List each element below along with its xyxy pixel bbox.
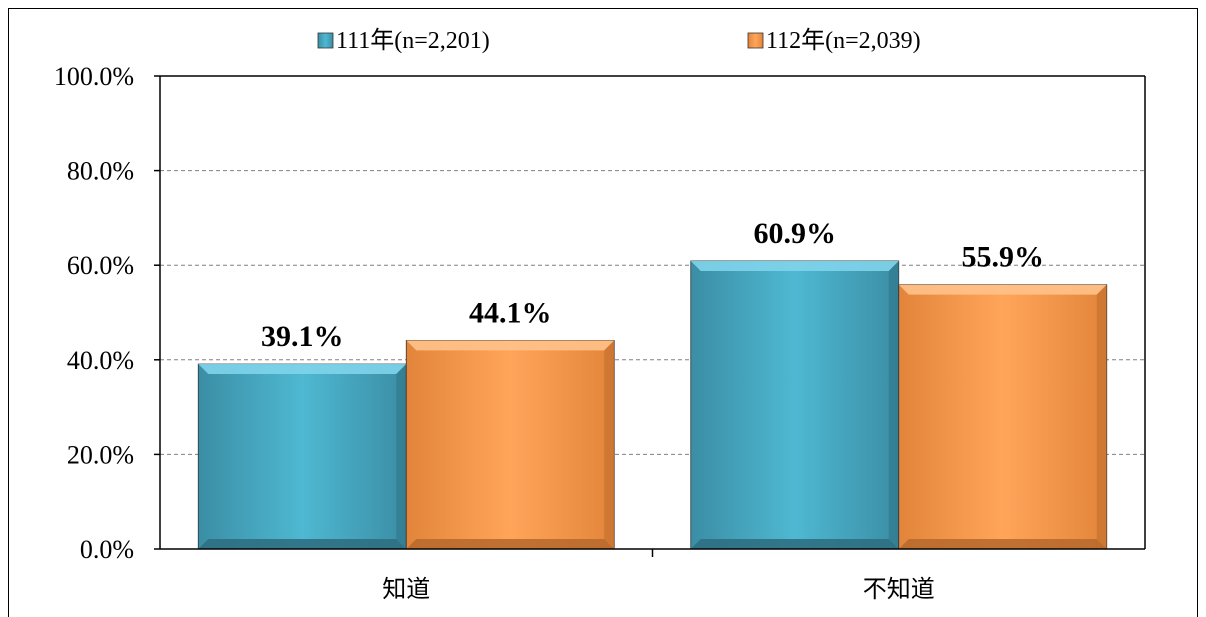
- bar: [898, 284, 1108, 550]
- bar-bevel-right: [1096, 284, 1107, 549]
- data-label: 44.1%: [469, 296, 552, 329]
- y-tick-label: 80.0%: [67, 157, 134, 186]
- bar-bevel-right: [888, 260, 899, 549]
- bar-bevel-top: [406, 340, 615, 351]
- y-tick-label: 0.0%: [80, 535, 134, 564]
- x-category-label: 知道: [382, 575, 430, 603]
- legend-swatch: [317, 32, 334, 49]
- legend-swatch: [747, 32, 764, 49]
- bar-bevel-top: [198, 364, 407, 375]
- legend-label: 112年(n=2,039): [766, 27, 921, 54]
- data-label: 60.9%: [754, 217, 837, 250]
- x-category-label: 不知道: [863, 575, 935, 603]
- y-tick-label: 20.0%: [67, 440, 134, 469]
- data-label: 39.1%: [261, 320, 344, 353]
- bar-bevel-top: [690, 260, 899, 271]
- legend-label: 111年(n=2,201): [336, 27, 490, 54]
- bars: [197, 260, 1108, 550]
- bar: [405, 340, 615, 550]
- legend-item: 111年(n=2,201): [317, 27, 490, 54]
- axes: 0.0% 20.0% 40.0% 60.0% 80.0% 100.0%: [54, 62, 1146, 564]
- legend: 111年(n=2,201) 112年(n=2,039): [317, 27, 921, 54]
- bar-body: [898, 284, 1108, 550]
- bar-bevel-right: [604, 340, 615, 549]
- data-label: 55.9%: [962, 241, 1045, 274]
- bar: [690, 260, 900, 550]
- y-tick-label: 100.0%: [54, 62, 134, 91]
- labels: 知道 39.1% 44.1% 不知道 60.9% 55.9%: [261, 217, 1044, 603]
- y-tick-label: 40.0%: [67, 346, 134, 375]
- bar-bevel-bottom: [406, 539, 615, 549]
- bar-bevel-bottom: [198, 539, 407, 549]
- bar-bevel-right: [396, 364, 407, 549]
- bar-body: [405, 340, 615, 550]
- legend-item: 112年(n=2,039): [747, 27, 921, 54]
- bar-body: [690, 260, 900, 550]
- bar-bevel-top: [898, 284, 1107, 295]
- bar-body: [197, 363, 407, 550]
- bar: [197, 363, 407, 550]
- y-tick-label: 60.0%: [67, 251, 134, 280]
- bar-bevel-bottom: [690, 539, 899, 549]
- bar-bevel-bottom: [898, 539, 1107, 549]
- chart-frame: [8, 8, 1198, 617]
